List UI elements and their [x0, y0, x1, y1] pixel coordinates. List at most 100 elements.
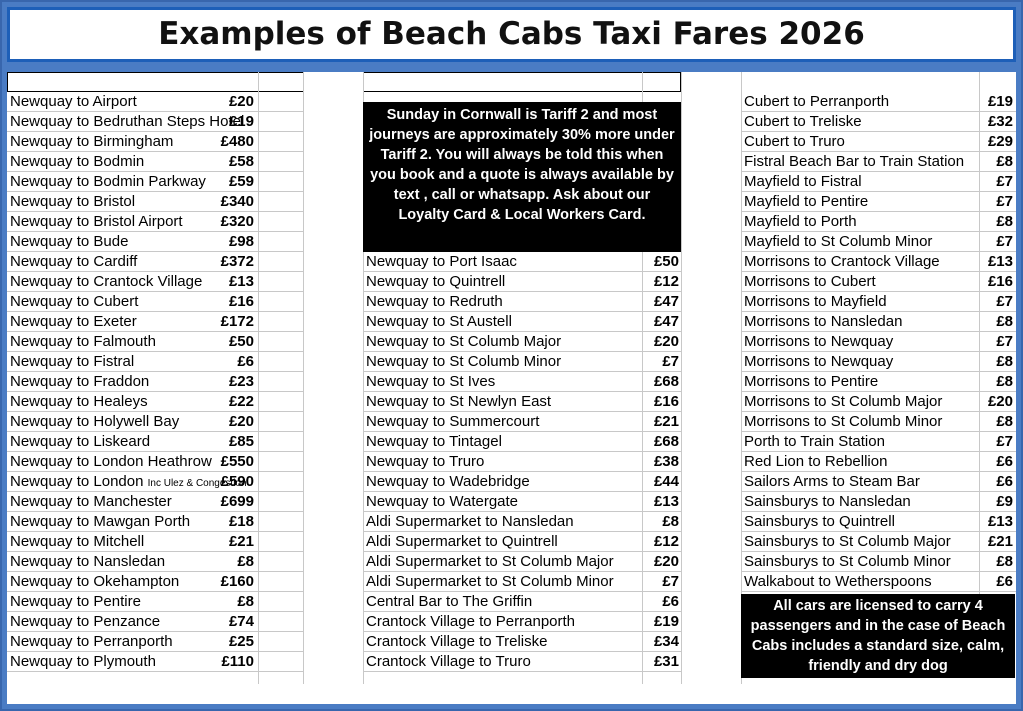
- fare-row: Morrisons to Newquay £8: [741, 352, 1016, 372]
- route-label: Newquay to St Columb Minor: [366, 352, 561, 372]
- route-text: Crantock Village to Perranporth: [366, 613, 576, 630]
- route-label: Morrisons to Pentire: [744, 372, 878, 392]
- route-text: Cubert to Treliske: [744, 113, 862, 130]
- header-cell: [363, 72, 643, 92]
- fare-row: Cubert to Truro £29: [741, 132, 1016, 152]
- fare-value: £34: [653, 633, 679, 650]
- fare-value: £21: [228, 533, 254, 550]
- fare-row: Morrisons to Cubert £16: [741, 272, 1016, 292]
- fare-value: £590: [220, 473, 254, 490]
- fare-row: Sainsburys to St Columb Minor £8: [741, 552, 1016, 572]
- fare-value: £699: [220, 493, 254, 510]
- fare-value: £6: [996, 473, 1013, 490]
- fare-value: £8: [237, 553, 254, 570]
- route-label: Aldi Supermarket to Quintrell: [366, 532, 558, 552]
- route-text: Sainsburys to St Columb Major: [744, 533, 951, 550]
- route-text: Sainsburys to Quintrell: [744, 513, 895, 530]
- fare-value: £12: [653, 533, 679, 550]
- route-text: Central Bar to The Griffin: [366, 593, 533, 610]
- route-label: Morrisons to Nansledan: [744, 312, 902, 332]
- route-label: Newquay to Healeys: [10, 392, 148, 412]
- route-label: Newquay to St Newlyn East: [366, 392, 551, 412]
- route-text: Newquay to Bedruthan Steps Hotel: [10, 113, 245, 130]
- grid-line: [258, 72, 259, 684]
- route-text: Morrisons to Cubert: [744, 273, 876, 290]
- route-label: Newquay to Bodmin: [10, 152, 144, 172]
- licensing-notice: All cars are licensed to carry 4 passeng…: [741, 594, 1015, 678]
- route-text: Newquay to Bodmin: [10, 153, 145, 170]
- route-label: Newquay to London Heathrow: [10, 452, 212, 472]
- route-text: Walkabout to Wetherspoons: [744, 573, 932, 590]
- fare-row: Sainsburys to Quintrell £13: [741, 512, 1016, 532]
- fare-row: Newquay to Penzance £74: [7, 612, 304, 632]
- fare-row: Newquay to Summercourt £21: [363, 412, 682, 432]
- fare-row: Newquay to Mawgan Porth £18: [7, 512, 304, 532]
- route-label: Mayfield to Pentire: [744, 192, 868, 212]
- fare-row: Newquay to Wadebridge £44: [363, 472, 682, 492]
- fare-value: £59: [228, 173, 254, 190]
- fare-row: Newquay to Fraddon £23: [7, 372, 304, 392]
- route-label: Newquay to Tintagel: [366, 432, 502, 452]
- fare-value: £85: [228, 433, 254, 450]
- fare-row: Newquay to St Ives £68: [363, 372, 682, 392]
- fare-row: Newquay to Exeter £172: [7, 312, 304, 332]
- route-label: Sainsburys to St Columb Major: [744, 532, 951, 552]
- route-label: Crantock Village to Perranporth: [366, 612, 575, 632]
- fare-value: £68: [653, 373, 679, 390]
- route-label: Newquay to Airport: [10, 92, 137, 112]
- route-text: Morrisons to Pentire: [744, 373, 879, 390]
- route-label: Morrisons to St Columb Major: [744, 392, 942, 412]
- fare-row: Newquay to St Austell £47: [363, 312, 682, 332]
- route-text: Newquay to Bodmin Parkway: [10, 173, 206, 190]
- route-label: Central Bar to The Griffin: [366, 592, 532, 612]
- route-text: Newquay to Birmingham: [10, 133, 174, 150]
- route-note: Inc Ulez & Congestion: [147, 478, 247, 489]
- fare-value: £47: [653, 313, 679, 330]
- route-label: Newquay to Okehampton: [10, 572, 179, 592]
- fare-row: Fistral Beach Bar to Train Station £8: [741, 152, 1016, 172]
- fare-value: £340: [220, 193, 254, 210]
- route-label: Newquay to Pentire: [10, 592, 141, 612]
- route-text: Newquay to Manchester: [10, 493, 172, 510]
- route-text: Newquay to Port Isaac: [366, 253, 517, 270]
- route-label: Newquay to Penzance: [10, 612, 160, 632]
- route-label: Morrisons to Newquay: [744, 332, 893, 352]
- fare-row: Newquay to Mitchell £21: [7, 532, 304, 552]
- fare-value: £8: [996, 313, 1013, 330]
- route-label: Newquay to Watergate: [366, 492, 518, 512]
- fare-row: Newquay to Port Isaac £50: [363, 252, 682, 272]
- fare-value: £31: [653, 653, 679, 670]
- fare-value: £16: [228, 293, 254, 310]
- route-text: Newquay to Airport: [10, 93, 137, 110]
- fare-row: Newquay to Birmingham £480: [7, 132, 304, 152]
- route-label: Morrisons to Mayfield: [744, 292, 887, 312]
- route-text: Crantock Village to Truro: [366, 653, 531, 670]
- route-label: Morrisons to St Columb Minor: [744, 412, 942, 432]
- route-text: Mayfield to Pentire: [744, 193, 869, 210]
- route-label: Sailors Arms to Steam Bar: [744, 472, 920, 492]
- fare-value: £8: [996, 153, 1013, 170]
- fare-row: Newquay to Cardiff £372: [7, 252, 304, 272]
- route-label: Newquay to Quintrell: [366, 272, 505, 292]
- route-label: Morrisons to Cubert: [744, 272, 876, 292]
- route-text: Newquay to Plymouth: [10, 653, 156, 670]
- route-text: Morrisons to Newquay: [744, 353, 894, 370]
- fare-value: £50: [653, 253, 679, 270]
- route-label: Newquay to Exeter: [10, 312, 137, 332]
- route-text: Sailors Arms to Steam Bar: [744, 473, 920, 490]
- fare-value: £29: [987, 133, 1013, 150]
- fare-value: £7: [996, 293, 1013, 310]
- fare-value: £8: [662, 513, 679, 530]
- fare-row: Newquay to Watergate £13: [363, 492, 682, 512]
- fare-value: £9: [996, 493, 1013, 510]
- fare-value: £58: [228, 153, 254, 170]
- tariff-notice: Sunday in Cornwall is Tariff 2 and most …: [363, 102, 681, 252]
- fare-value: £6: [662, 593, 679, 610]
- page-title: Examples of Beach Cabs Taxi Fares 2026: [158, 16, 865, 52]
- route-label: Sainsburys to Quintrell: [744, 512, 895, 532]
- fare-value: £20: [228, 413, 254, 430]
- fare-value: £7: [996, 193, 1013, 210]
- fare-value: £8: [237, 593, 254, 610]
- route-label: Cubert to Perranporth: [744, 92, 889, 112]
- route-label: Crantock Village to Treliske: [366, 632, 547, 652]
